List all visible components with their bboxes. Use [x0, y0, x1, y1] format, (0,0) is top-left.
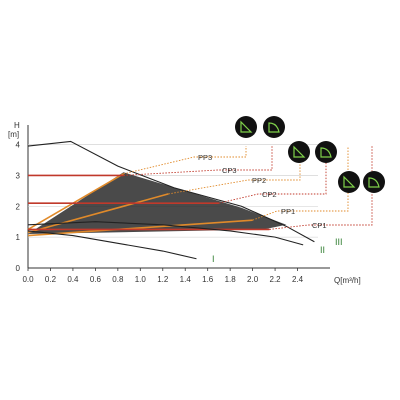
callout-label-cp2: CP2	[262, 190, 277, 199]
y-tick-label: 3	[16, 171, 21, 180]
speed-label-iii: III	[335, 237, 343, 247]
y-tick-label: 4	[16, 141, 21, 150]
x-tick-label: 1.2	[157, 275, 169, 284]
speed-label-ii: II	[320, 245, 325, 255]
mode-icons-layer	[235, 116, 385, 193]
x-tick-label: 1.6	[202, 275, 214, 284]
control-line-pp2	[27, 193, 169, 234]
callout-layer: PP3 CP3 PP2 CP2 PP1 CP1	[123, 146, 373, 230]
x-tick-label: 2.2	[270, 275, 282, 284]
callout-leader-pp3	[123, 146, 247, 175]
constant-pressure-icon	[315, 141, 337, 163]
x-tick-label: 0.6	[90, 275, 102, 284]
x-tick-label: 0.8	[112, 275, 124, 284]
proportional-pressure-icon	[338, 171, 360, 193]
constant-pressure-icon	[363, 171, 385, 193]
callout-label-pp3: PP3	[198, 153, 212, 162]
callout-leader-cp3	[123, 146, 273, 176]
x-tick-label: 2.0	[247, 275, 259, 284]
x-tick-layer: 0.0 0.2 0.4 0.6 0.8 1.0 1.2 1.4 1.6 1.8 2.0 2.2 2.4	[22, 268, 304, 284]
x-axis-title: Q[m³/h]	[334, 276, 361, 285]
x-tick-label: 1.8	[225, 275, 237, 284]
x-tick-label: 1.4	[180, 275, 192, 284]
proportional-pressure-icon	[235, 116, 257, 138]
callout-leader-cp2	[218, 146, 327, 204]
x-tick-label: 0.2	[45, 275, 57, 284]
x-tick-label: 1.0	[135, 275, 147, 284]
callout-leader-pp2	[168, 146, 301, 195]
y-tick-label: 2	[16, 202, 21, 211]
constant-pressure-icon	[263, 116, 285, 138]
speed-curve-ii	[27, 221, 304, 246]
y-tick-label: 1	[16, 233, 21, 242]
callout-label-pp2: PP2	[252, 176, 266, 185]
callout-leader-pp1	[252, 146, 349, 221]
callout-label-cp1: CP1	[312, 221, 327, 230]
y-axis-title-unit: [m]	[8, 130, 19, 139]
y-tick-layer: 0 1 2 3 4	[16, 141, 21, 273]
proportional-pressure-icon	[288, 141, 310, 163]
speed-curve-iii	[27, 140, 315, 243]
y-tick-label: 0	[16, 264, 21, 273]
control-line-pp3	[27, 173, 124, 231]
y-axis-title-h: H	[14, 121, 20, 130]
callout-leader-cp1	[269, 146, 373, 230]
speed-label-i: I	[212, 254, 215, 264]
x-tick-label: 0.4	[67, 275, 79, 284]
control-lines-layer	[27, 173, 270, 237]
callout-label-cp3: CP3	[222, 166, 237, 175]
control-line-pp1	[27, 219, 253, 237]
speed-curves-layer	[27, 140, 315, 260]
callout-label-pp1: PP1	[281, 207, 295, 216]
x-tick-label: 0.0	[22, 275, 34, 284]
speed-curve-i	[27, 230, 197, 260]
x-tick-label: 2.4	[292, 275, 304, 284]
